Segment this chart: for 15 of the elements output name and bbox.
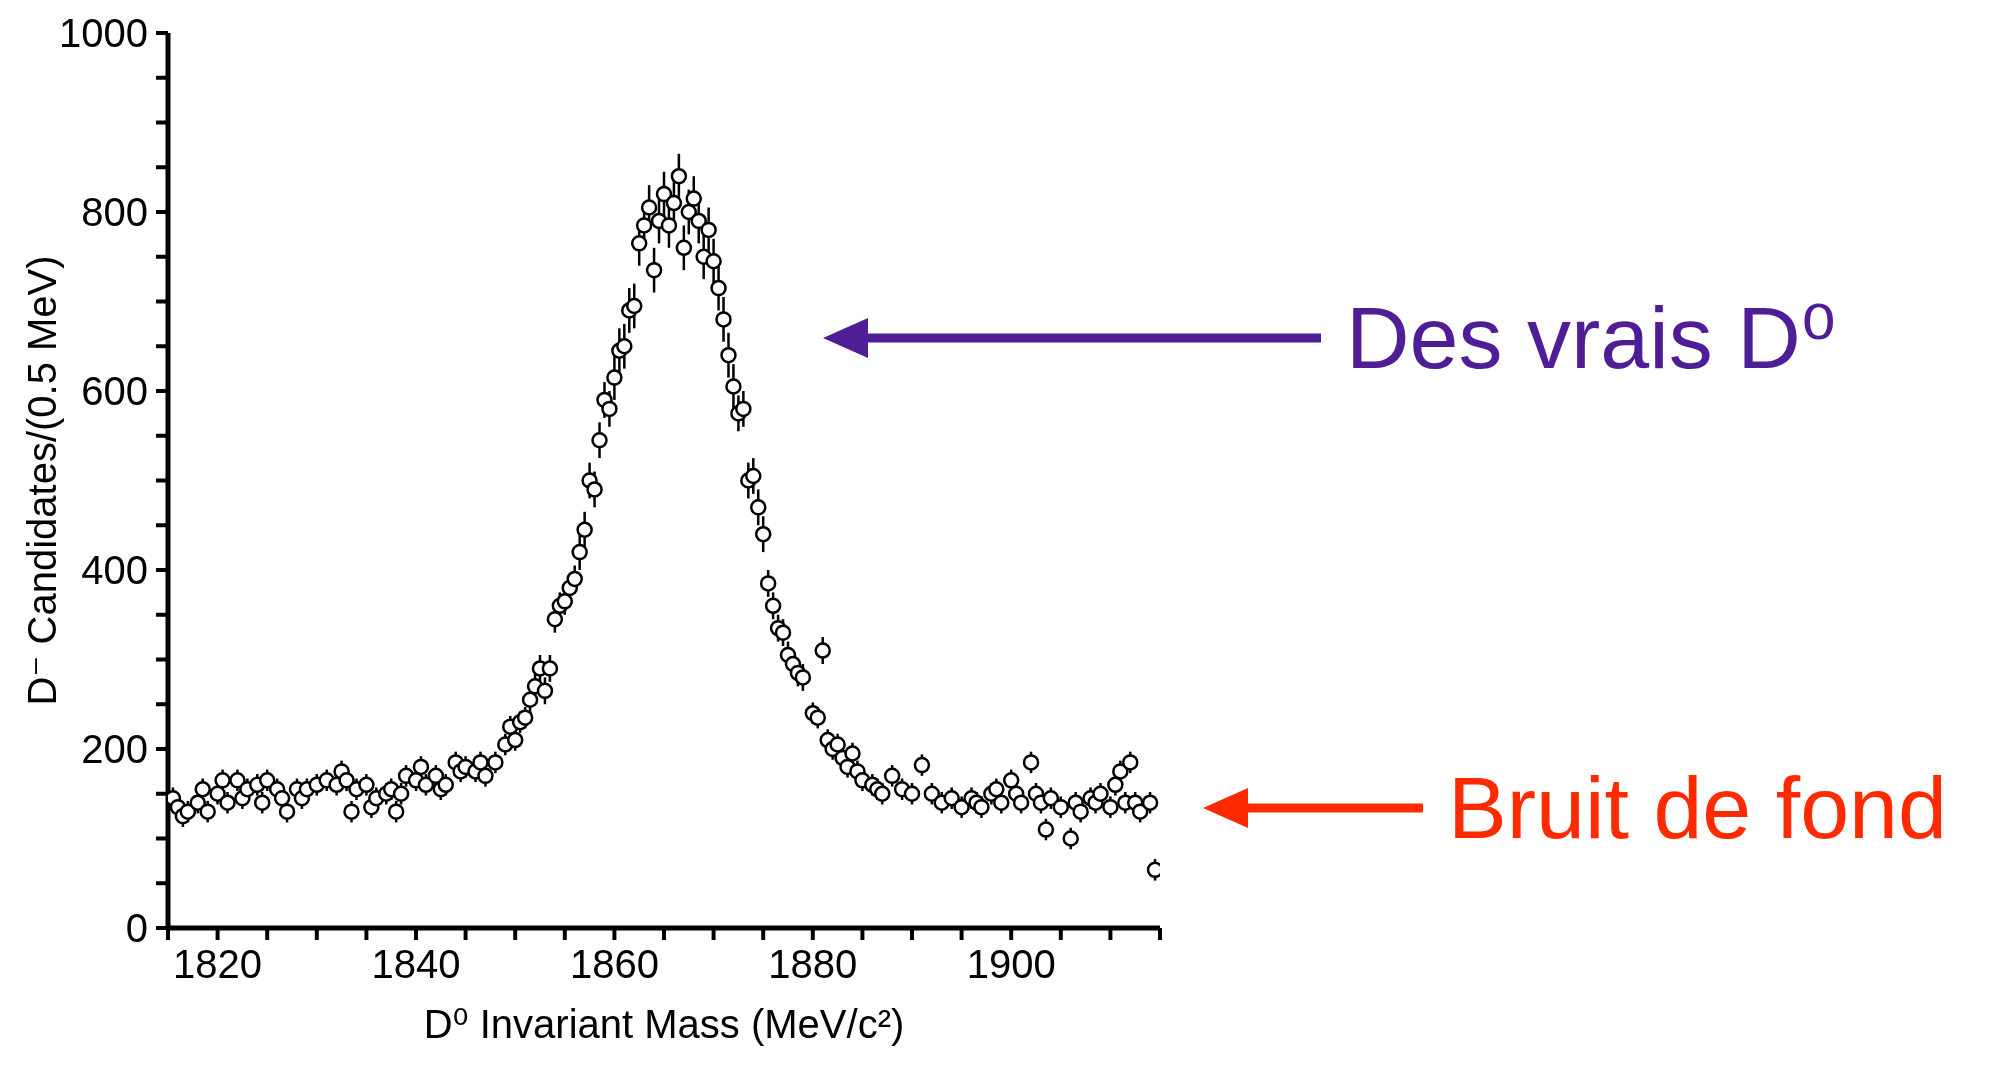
y-tick-label: 800 <box>81 190 148 234</box>
y-tick-label: 400 <box>81 548 148 592</box>
y-tick-label: 1000 <box>59 11 148 55</box>
y-tick-label: 0 <box>125 906 148 950</box>
x-tick-label: 1820 <box>173 942 263 986</box>
x-axis-title: D⁰ Invariant Mass (MeV/c²) <box>423 1002 905 1046</box>
text: Bruit de fond <box>1448 758 1947 857</box>
x-tick-label: 1900 <box>966 942 1056 986</box>
y-tick-label: 200 <box>81 727 148 771</box>
y-tick-label: 600 <box>81 369 148 413</box>
x-tick-label: 1840 <box>371 942 461 986</box>
text: Des vrais D⁰ <box>1346 288 1837 387</box>
x-tick-label: 1860 <box>569 942 659 986</box>
x-tick-label: 1880 <box>768 942 858 986</box>
y-axis-title: D⁻ Candidates/(0.5 MeV) <box>20 255 64 706</box>
